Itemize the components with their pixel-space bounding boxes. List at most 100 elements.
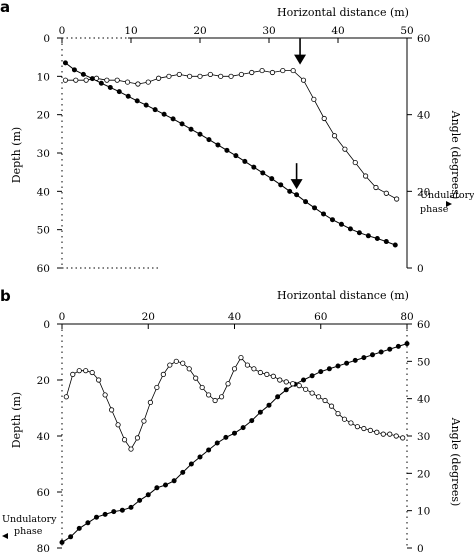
panel-a-letter: a [0, 0, 10, 16]
panel-b-depth-point [249, 418, 255, 424]
panel-b-x-ticks: 0 20 40 60 80 [59, 311, 414, 329]
panel-b-y2-tick-label: 50 [417, 356, 430, 368]
panel-b-depth-point [68, 534, 74, 540]
panel-a-depth-point [269, 176, 275, 182]
panel-b-depth-point [188, 461, 194, 467]
panel-b-angle-point [89, 369, 95, 376]
panel-b-depth-point [197, 454, 203, 460]
panel-b-y-tick-label: 0 [43, 319, 50, 331]
panel-a-angle-point [62, 77, 69, 83]
panel-a-depth-point [188, 126, 194, 132]
panel-b-depth-point [275, 394, 281, 400]
panel-a-angle-point [114, 77, 120, 83]
panel-a-angle-point [166, 73, 172, 79]
panel-b-depth-point [102, 511, 108, 517]
panel-a-depth-point [62, 60, 68, 66]
panel-b-angle-point [96, 377, 102, 383]
panel-b-angle-point [335, 410, 341, 417]
panel-a-x-tick-label: 30 [262, 25, 275, 37]
panel-b-angle-point [141, 418, 147, 424]
panel-a-angle-point [176, 71, 182, 78]
panel-a-depth-point [152, 107, 158, 113]
panel-a-y-axis-title: Depth (m) [10, 127, 23, 183]
panel-b-y2-tick-label: 60 [417, 319, 430, 331]
panel-b-depth-point [214, 440, 220, 446]
panel-b-depth-point [137, 497, 143, 503]
panel-b-angle-point [70, 371, 76, 377]
panel-b-angle-point [380, 431, 386, 437]
panel-a-depth-point [197, 131, 203, 137]
panel-a-angle-point [383, 190, 389, 196]
panel-a-depth-point [224, 147, 230, 153]
panel-b-depth-point [59, 539, 65, 545]
panel-b-depth-point [283, 387, 289, 393]
panel-a-angle-point [145, 79, 151, 85]
panel-b-angle-point [322, 397, 328, 404]
panel-b-y-tick-label: 80 [37, 543, 50, 555]
panel-b-angle-point [361, 425, 367, 432]
panel-a-y2-axis-title: Angle (degrees) [449, 110, 462, 200]
panel-b-angle-point [244, 362, 251, 368]
panel-a-x-axis-title: Horizontal distance (m) [277, 6, 409, 19]
panel-b-y2-tick-label: 40 [417, 394, 430, 406]
panel-b-depth-point [240, 425, 246, 431]
panel-b-angle-point [309, 390, 315, 396]
panel-a-depth-point [365, 233, 371, 239]
panel-b-angle-point [231, 366, 238, 372]
panel-a-y-tick-label: 30 [37, 148, 50, 160]
panel-a: a Horizontal distance (m) Depth (m) Angl… [0, 0, 474, 275]
panel-b-depth-point [344, 360, 350, 366]
panel-b-angle-point [296, 382, 302, 389]
panel-b-depth-point [76, 525, 82, 531]
panel-a-y-tick-label: 40 [37, 186, 50, 198]
panel-a-y2-tick-label: 20 [417, 186, 430, 198]
panel-a-arrow-head [294, 54, 307, 65]
panel-a-depth-point [251, 164, 257, 170]
panel-b-depth-point [387, 346, 393, 352]
panel-a-y2-tick-label: 40 [417, 110, 430, 122]
panel-b-y-tick-label: 60 [37, 487, 50, 499]
panel-a-depth-point [233, 153, 239, 159]
panel-a-angle-point [311, 96, 317, 102]
panel-b-y2-tick-label: 10 [417, 506, 430, 518]
panel-b-angle-point [167, 362, 173, 368]
panel-b-depth-point [162, 482, 168, 488]
panel-b-x-tick-label: 60 [314, 311, 327, 323]
panel-b-angle-point [270, 373, 276, 379]
panel-a-angle-point [352, 159, 358, 166]
panel-a-y-tick-label: 0 [43, 33, 50, 45]
panel-a-depth-point [347, 226, 353, 232]
panel-b-depth-point [171, 478, 177, 484]
panel-b-angle-point [238, 354, 244, 361]
panel-b-depth-point [154, 485, 160, 491]
panel-a-angle-point [135, 81, 141, 87]
panel-b-depth-point [326, 366, 332, 372]
panel-b-y2-axis-title: Angle (degrees) [449, 417, 462, 507]
panel-b-depth-point [223, 434, 229, 440]
panel-a-angle-point [83, 77, 89, 83]
panel-a-depth-point [134, 98, 140, 104]
panel-b-angle-point [128, 446, 134, 452]
panel-a-y2-ticks: 0 20 40 60 [407, 33, 430, 275]
panel-b-angle-point [315, 394, 322, 400]
panel-a-angle-point [156, 75, 162, 81]
panel-a-angle-point [187, 73, 193, 79]
panel-b-angle-point [199, 384, 205, 391]
panel-b-undulatory-label: Undulatory phase [2, 514, 57, 539]
panel-a-depth-point [312, 205, 318, 211]
panel-b-x-axis-title: Horizontal distance (m) [277, 289, 409, 302]
panel-a-depth-point [338, 221, 344, 227]
panel-b-angle-point [277, 377, 283, 383]
panel-a-depth-point [170, 116, 176, 122]
panel-b-depth-point [352, 357, 358, 363]
panel-a-series [62, 60, 400, 248]
panel-b-angle-point [393, 433, 399, 439]
panel-a-angle-point [373, 184, 379, 191]
panel-a-y2-tick-label: 60 [417, 33, 430, 45]
panel-b-depth-point [369, 352, 375, 358]
panel-a-angle-point [124, 79, 131, 85]
panel-b-x-tick-label: 0 [59, 311, 66, 323]
panel-b-angle-point [264, 371, 270, 377]
panel-a-angle-point [207, 71, 213, 78]
